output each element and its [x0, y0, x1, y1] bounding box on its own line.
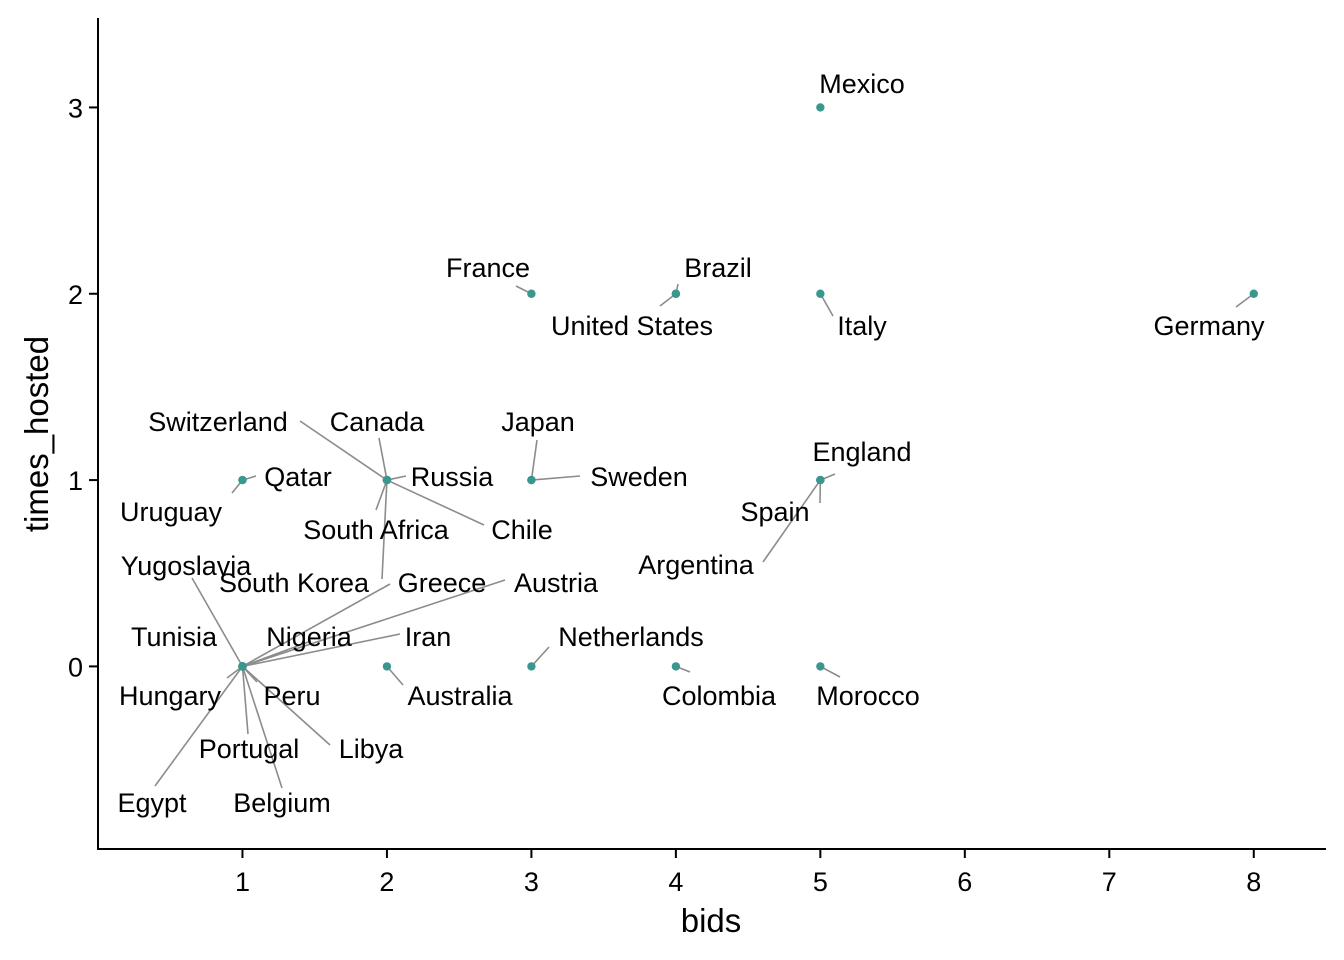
- data-label: Belgium: [233, 788, 331, 818]
- axes: 1 2 3 4 5 6 7 8 0 1 2 3 bids times_hosted: [18, 18, 1326, 939]
- data-label: Brazil: [684, 253, 752, 283]
- leader-line: [819, 293, 834, 317]
- x-axis-title: bids: [681, 902, 742, 939]
- x-tick-label: 5: [813, 867, 828, 897]
- data-label: Russia: [411, 462, 495, 492]
- data-point: [527, 289, 536, 298]
- y-tick-label: 0: [68, 652, 83, 682]
- data-label: Mexico: [819, 69, 905, 99]
- data-label: Germany: [1153, 311, 1265, 341]
- data-label: Iran: [405, 622, 452, 652]
- leader-line: [530, 646, 550, 667]
- data-label: Argentina: [638, 550, 755, 580]
- data-point: [238, 662, 247, 671]
- leader-line: [762, 479, 822, 563]
- data-label: Spain: [740, 497, 809, 527]
- leader-line: [154, 665, 244, 787]
- leader-line: [242, 633, 401, 668]
- data-point: [816, 475, 825, 485]
- leader-line: [241, 665, 331, 746]
- leader-line: [242, 579, 506, 668]
- data-label: Tunisia: [131, 622, 218, 652]
- leader-line: [386, 479, 485, 526]
- data-label: France: [446, 253, 530, 283]
- data-label: Peru: [263, 681, 320, 711]
- label-leader-lines: [154, 283, 1255, 789]
- y-tick-label: 2: [68, 280, 83, 310]
- data-label: Nigeria: [266, 622, 353, 652]
- data-label: Libya: [339, 734, 405, 764]
- data-label: South Africa: [303, 515, 450, 545]
- x-tick-label: 4: [668, 867, 683, 897]
- data-label: Sweden: [590, 462, 688, 492]
- data-labels: Mexico France Brazil United States Italy Germ…: [117, 69, 1265, 818]
- data-label: Netherlands: [558, 622, 704, 652]
- data-point: [671, 289, 681, 298]
- x-tick-label: 1: [235, 867, 250, 897]
- data-label: Greece: [398, 568, 487, 598]
- x-tick-label: 2: [379, 867, 394, 897]
- leader-line: [531, 475, 581, 481]
- data-label: Japan: [501, 407, 575, 437]
- data-label: Australia: [407, 681, 513, 711]
- data-point: [816, 289, 825, 298]
- x-tick-label: 6: [957, 867, 972, 897]
- leader-line: [299, 420, 388, 481]
- x-axis-ticks: 1 2 3 4 5 6 7 8: [235, 849, 1261, 897]
- data-label: United States: [551, 311, 713, 341]
- data-label: Switzerland: [148, 407, 288, 437]
- leader-line: [241, 666, 249, 735]
- y-tick-label: 3: [68, 93, 83, 123]
- data-label: Italy: [837, 311, 887, 341]
- data-label: Qatar: [264, 462, 332, 492]
- data-label: Canada: [330, 407, 426, 437]
- data-label: Chile: [491, 515, 553, 545]
- x-tick-label: 8: [1246, 867, 1261, 897]
- data-label: Colombia: [662, 681, 777, 711]
- data-point: [238, 475, 247, 485]
- data-point: [527, 475, 536, 485]
- data-point: [671, 662, 681, 671]
- data-point: [816, 662, 825, 671]
- leader-line: [375, 479, 388, 511]
- y-tick-label: 1: [68, 466, 83, 496]
- leader-line: [381, 480, 388, 580]
- data-point: [816, 103, 825, 112]
- data-point: [382, 475, 392, 485]
- x-tick-label: 3: [524, 867, 539, 897]
- data-label: South Korea: [219, 568, 370, 598]
- x-tick-label: 7: [1102, 867, 1117, 897]
- data-label: Yugoslavia: [121, 551, 253, 581]
- leader-line: [241, 666, 283, 789]
- data-point: [1249, 289, 1258, 298]
- data-label: Egypt: [117, 788, 187, 818]
- data-label: England: [812, 437, 911, 467]
- data-point: [527, 662, 536, 671]
- leader-line: [242, 583, 391, 668]
- data-points: [238, 103, 1258, 671]
- data-point: [382, 662, 392, 671]
- data-label: Morocco: [816, 681, 920, 711]
- data-label: Uruguay: [120, 497, 223, 527]
- leader-line: [378, 437, 388, 481]
- leader-line: [530, 439, 538, 481]
- leader-line: [191, 577, 244, 667]
- data-label: Hungary: [119, 681, 222, 711]
- y-axis-ticks: 0 1 2 3: [68, 93, 98, 682]
- plot-area: Mexico France Brazil United States Italy Germ…: [117, 69, 1265, 818]
- leader-line: [242, 640, 312, 668]
- y-axis-title: times_hosted: [18, 336, 55, 532]
- data-label: Austria: [514, 568, 599, 598]
- data-label: Portugal: [199, 734, 300, 764]
